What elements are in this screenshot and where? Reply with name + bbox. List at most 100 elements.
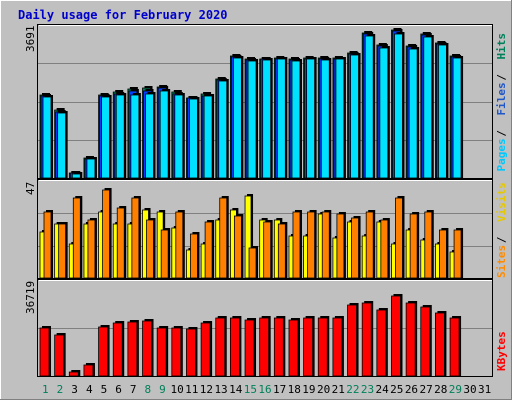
- sites-scale-max: 47: [24, 182, 37, 195]
- day-label: 13: [214, 383, 227, 396]
- kbytes-bar: [39, 326, 51, 377]
- kbytes-bar: [215, 316, 227, 377]
- day-label: 24: [376, 383, 390, 396]
- kbytes-bar: [332, 316, 344, 377]
- kbytes-bar: [273, 316, 286, 377]
- kbytes-bar: [186, 327, 198, 377]
- pages-bar: [394, 32, 405, 179]
- pages-bar: [57, 111, 68, 179]
- pages-bar: [159, 89, 171, 179]
- kbytes-bar: [259, 316, 271, 377]
- legend-panel1: Pages / Files / Hits: [495, 33, 508, 172]
- pages-bar: [379, 46, 390, 179]
- sites-bar: [248, 246, 259, 279]
- pages-bar: [86, 157, 97, 179]
- sites-bar: [72, 196, 83, 279]
- day-label: 30: [463, 383, 476, 396]
- day-label: 28: [434, 383, 447, 396]
- legend-panel2: Sites / Visits: [495, 182, 508, 278]
- sites-bar: [146, 218, 156, 279]
- day-label: 4: [86, 383, 93, 396]
- pages-bar: [262, 58, 273, 179]
- kbytes-bar: [127, 320, 139, 377]
- sites-bar: [453, 228, 464, 279]
- day-label: 3: [71, 383, 78, 396]
- sites-bar: [409, 212, 420, 279]
- pages-bar: [423, 35, 434, 179]
- sites-bar: [351, 216, 361, 279]
- pages-bar: [452, 56, 464, 179]
- pages-bar: [320, 58, 332, 179]
- day-label: 9: [159, 383, 166, 396]
- kbytes-bar: [420, 305, 432, 377]
- pages-bar: [247, 59, 259, 179]
- sites-bar: [131, 196, 141, 279]
- legend-label: Pages: [495, 138, 508, 171]
- sites-bar: [336, 212, 346, 279]
- pages-bar: [130, 93, 141, 179]
- legend-label: Hits: [495, 33, 508, 60]
- pages-bar: [203, 94, 215, 179]
- kbytes-bar: [68, 370, 81, 377]
- day-label: 19: [302, 383, 315, 396]
- kbytes-bar: [317, 316, 330, 377]
- kbytes-bar: [288, 318, 300, 377]
- pages-bar: [218, 79, 229, 179]
- day-label: 7: [130, 383, 137, 396]
- pages-bar: [306, 57, 317, 179]
- kbytes-bar: [83, 363, 95, 377]
- kbytes-bar: [303, 316, 315, 377]
- kbytes-bar: [171, 326, 183, 377]
- legend-separator: /: [495, 130, 508, 137]
- day-label: 12: [200, 383, 213, 396]
- pages-bar: [364, 34, 376, 179]
- kbytes-bar: [244, 318, 257, 377]
- pages-bar: [101, 95, 112, 179]
- kbytes-scale-max: 36719: [24, 281, 37, 314]
- pages-bar: [438, 43, 449, 179]
- sites-bar: [277, 222, 288, 279]
- day-label: 26: [405, 383, 418, 396]
- sites-bar: [263, 220, 273, 279]
- day-label: 14: [229, 383, 243, 396]
- sites-bar: [292, 210, 302, 279]
- legend-panel3: KBytes: [495, 331, 508, 371]
- sites-bar: [160, 228, 171, 279]
- day-label: 18: [288, 383, 301, 396]
- day-label: 1: [42, 383, 49, 396]
- pages-bar: [42, 95, 53, 179]
- kbytes-bar: [98, 325, 110, 377]
- hits-scale-max: 3691: [24, 26, 37, 53]
- day-label: 25: [390, 383, 403, 396]
- kbytes-bar: [361, 301, 374, 377]
- day-label: 6: [115, 383, 122, 396]
- kbytes-bar: [142, 319, 154, 377]
- sites-bar: [58, 222, 68, 279]
- sites-bar: [307, 210, 317, 279]
- day-label: 31: [478, 383, 491, 396]
- pages-bar: [408, 47, 420, 179]
- day-label: 5: [101, 383, 108, 396]
- kbytes-bar: [112, 321, 125, 377]
- sites-bar: [175, 210, 185, 279]
- sites-bar: [424, 210, 434, 279]
- day-label: 27: [419, 383, 432, 396]
- pages-bar: [174, 93, 185, 179]
- legend-label: Sites: [495, 245, 508, 278]
- sites-bar: [190, 232, 200, 279]
- pages-bar: [189, 97, 200, 179]
- day-label: 16: [258, 383, 271, 396]
- kbytes-bar: [405, 301, 418, 377]
- day-label: 8: [145, 383, 152, 396]
- sites-bar: [439, 228, 449, 279]
- sites-bar: [321, 210, 332, 279]
- day-label: 17: [273, 383, 286, 396]
- sites-bar: [380, 218, 390, 279]
- day-label: 20: [317, 383, 330, 396]
- day-label: 10: [171, 383, 184, 396]
- legend-separator: /: [495, 74, 508, 81]
- sites-bar: [204, 220, 215, 279]
- kbytes-bar: [347, 303, 359, 377]
- kbytes-bar: [435, 311, 447, 377]
